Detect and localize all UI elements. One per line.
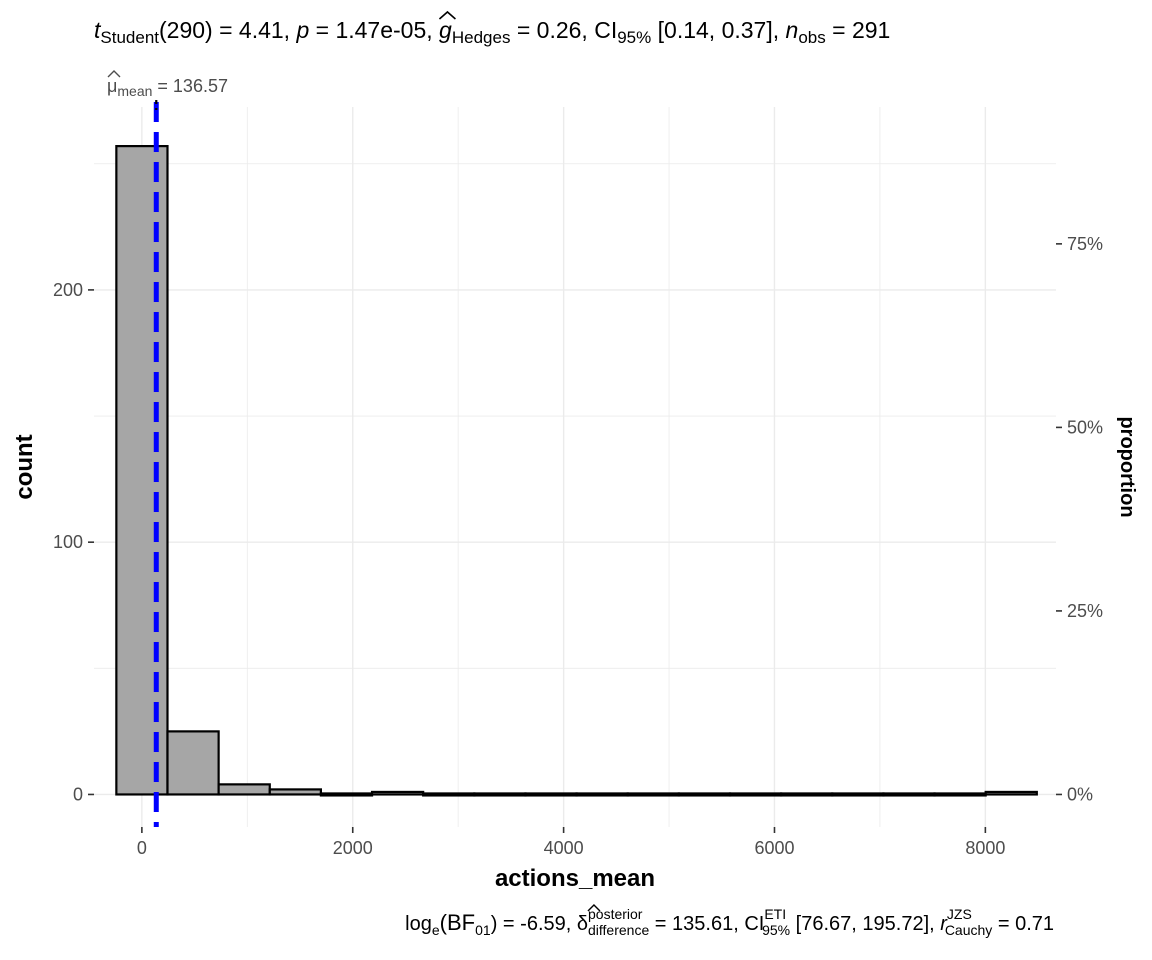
hat-glyph-delta — [587, 904, 601, 912]
y-tick-label: 0 — [73, 784, 83, 804]
secondary-y-axis-title: proportion — [1116, 416, 1138, 517]
histogram-bar — [217, 783, 271, 796]
secondary-y-axis: 0% 25% 50% 75% — [1056, 234, 1103, 804]
histogram-bar — [933, 792, 987, 797]
histogram-bar — [115, 145, 169, 796]
histogram-bar — [422, 792, 476, 797]
histogram-bar — [473, 792, 527, 797]
hat-glyph-g — [438, 10, 456, 20]
y-tick-label: 100 — [53, 532, 83, 552]
y2-tick-label: 0% — [1067, 784, 1093, 804]
hat-glyph-mu — [107, 70, 121, 78]
chart-stats-title: tStudent(290) = 4.41, p = 1.47e-05, gHed… — [94, 17, 890, 47]
chart-bayes-caption: loge(BF01) = -6.59, δposterior difference… — [405, 906, 1054, 938]
x-tick-label: 0 — [137, 838, 147, 858]
histogram-bar — [626, 792, 680, 797]
histogram-bar — [166, 730, 220, 796]
histogram-bar — [268, 788, 322, 796]
x-axis-title: actions_mean — [495, 865, 655, 892]
y2-tick-label: 25% — [1067, 601, 1103, 621]
histogram-bar — [319, 792, 374, 797]
x-axis: 0 2000 4000 6000 8000 — [137, 827, 1005, 858]
x-tick-label: 8000 — [965, 838, 1005, 858]
histogram-bar — [728, 792, 783, 797]
x-tick-label: 4000 — [544, 838, 584, 858]
y2-tick-label: 75% — [1067, 234, 1103, 254]
histogram-bar — [882, 792, 936, 797]
y-axis-title: count — [11, 434, 38, 499]
grid-lines — [94, 107, 1056, 827]
y2-tick-label: 50% — [1067, 417, 1103, 437]
x-tick-label: 2000 — [333, 838, 373, 858]
x-tick-label: 6000 — [754, 838, 794, 858]
histogram-bars — [115, 145, 1038, 797]
histogram-bar — [370, 790, 425, 796]
y-tick-label: 200 — [53, 280, 83, 300]
histogram-bar — [524, 792, 578, 797]
mean-label: μmean = 136.57 — [107, 76, 228, 99]
histogram-bar — [677, 792, 732, 797]
histogram-bar — [831, 792, 885, 797]
y-axis: 0 100 200 — [53, 280, 94, 804]
histogram-bar — [575, 792, 629, 797]
histogram-bar — [984, 790, 1038, 796]
histogram-bar — [780, 792, 834, 797]
